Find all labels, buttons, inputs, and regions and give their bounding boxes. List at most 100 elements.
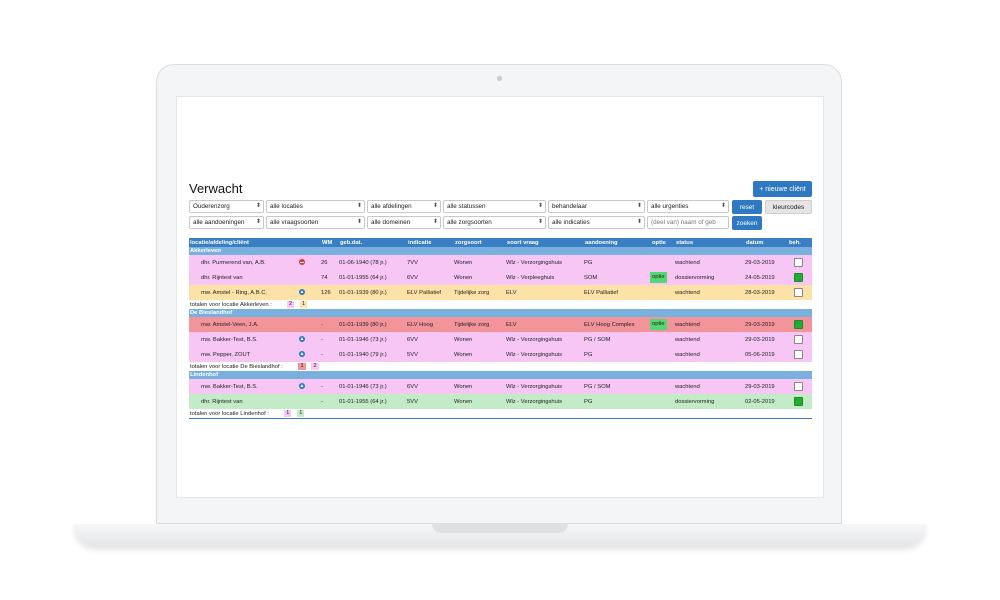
search-placeholder: (deel van) naam of geb <box>651 219 716 226</box>
filter-vraagsoorten[interactable]: alle vraagsoorten ⬍ <box>266 216 365 229</box>
beh-checkbox[interactable] <box>794 335 803 344</box>
beh-checkbox[interactable] <box>794 320 803 329</box>
filter-domeinen[interactable]: alle domeinen ⬍ <box>367 216 441 229</box>
soort-vraag-value: Wlz - Verzorgingshuis <box>506 383 563 390</box>
table-row[interactable]: mw. Bakker-Test, B.S. ▲ - 01-01-1946 (73 jr… <box>189 379 812 394</box>
stop-icon <box>299 259 305 265</box>
filter-behandelaar[interactable]: behandelaar ⬍ <box>548 200 645 213</box>
status-value: dossiervorming <box>675 398 715 405</box>
location-header[interactable]: Akkerleven <box>189 247 812 255</box>
beh-checkbox[interactable] <box>794 397 803 406</box>
table-row[interactable]: mw. Amstel - Ring, A.B.C. ▲ 126 01-01-1939 … <box>189 285 812 300</box>
chevron-updown-icon: ⬍ <box>537 203 543 209</box>
totals-label: totalen voor locatie Lindenhof : <box>190 410 269 417</box>
wm-value: 126 <box>321 289 331 296</box>
status-value: dossiervorming <box>675 274 715 281</box>
filter-statussen[interactable]: alle statussen ⬍ <box>443 200 546 213</box>
wm-value: - <box>321 336 323 343</box>
chevron-updown-icon: ⬍ <box>636 219 642 225</box>
totals-label: totalen voor locatie De Bieslandhof : <box>190 363 283 370</box>
soort-vraag-value: ELV <box>506 289 517 296</box>
soort-vraag-value: Wlz - Verzorgingshuis <box>506 351 563 358</box>
beh-checkbox[interactable] <box>794 273 803 282</box>
total-count-badge: 2 <box>287 301 295 308</box>
filter-domeinen-value: alle domeinen <box>371 219 411 226</box>
date-value: 24-05-2019 <box>745 274 775 281</box>
screen: Verwacht + nieuwe cliënt Ouderenzorg ⬍ al… <box>176 96 824 498</box>
arrow-up-icon: ▲ <box>299 383 305 389</box>
date-value: 29-03-2019 <box>745 259 775 266</box>
laptop-base <box>74 524 926 546</box>
total-count-badge: 2 <box>311 363 319 370</box>
location-name: De Bieslandhof <box>190 310 233 316</box>
chevron-updown-icon: ⬍ <box>255 203 261 209</box>
zorgsoort-value: Tijdelijke zorg <box>454 321 490 328</box>
search-input[interactable]: (deel van) naam of geb <box>647 216 729 229</box>
beh-checkbox[interactable] <box>794 382 803 391</box>
column-header: optie <box>652 239 666 246</box>
new-client-button[interactable]: + nieuwe cliënt <box>753 181 812 197</box>
status-value: wachtend <box>675 259 700 266</box>
client-name: mw. Bakker-Test, B.S. <box>201 383 258 390</box>
laptop-notch <box>432 524 568 533</box>
filter-zorgtype[interactable]: Ouderenzorg ⬍ <box>189 200 264 213</box>
kleurcodes-button[interactable]: kleurcodes <box>765 200 812 214</box>
filter-locaties[interactable]: alle locaties ⬍ <box>266 200 365 213</box>
birth-date: 01-01-1939 (80 jr.) <box>339 289 387 296</box>
status-value: wachtend <box>675 383 700 390</box>
location-header[interactable]: De Bieslandhof <box>189 309 812 317</box>
date-value: 02-05-2019 <box>745 398 775 405</box>
location-header[interactable]: Lindenhof <box>189 371 812 379</box>
client-name: dhr. Rijntest van <box>201 398 243 405</box>
indicatie-value: 5VV <box>407 351 418 358</box>
aandoening-value: PG <box>584 259 593 266</box>
soort-vraag-value: Wlz - Verzorgingshuis <box>506 336 563 343</box>
filter-afdelingen-value: alle afdelingen <box>371 203 412 210</box>
camera-dot <box>497 76 502 81</box>
filter-aandoeningen[interactable]: alle aandoeningen ⬍ <box>189 216 264 229</box>
chevron-updown-icon: ⬍ <box>432 203 438 209</box>
zorgsoort-value: Tijdelijke zorg <box>454 289 490 296</box>
column-header: aandoening <box>585 239 618 246</box>
filter-indicaties[interactable]: alle indicaties ⬍ <box>548 216 645 229</box>
column-header: indicatie <box>408 239 432 246</box>
chevron-updown-icon: ⬍ <box>356 203 362 209</box>
filter-urgenties[interactable]: alle urgenties ⬍ <box>647 200 729 213</box>
birth-date: 01-01-1955 (64 jr.) <box>339 398 387 405</box>
aandoening-value: ELV Hoog Complex <box>584 321 635 328</box>
total-count-badge: 1 <box>284 410 292 417</box>
aandoening-value: SOM <box>584 274 598 281</box>
aandoening-value: PG <box>584 351 593 358</box>
reset-button[interactable]: reset <box>732 200 762 214</box>
zoeken-button[interactable]: zoeken <box>732 216 762 230</box>
arrow-up-icon: ▲ <box>299 289 305 295</box>
beh-checkbox[interactable] <box>794 258 803 267</box>
table-row[interactable]: dhr. Rijntest van - 01-01-1955 (64 jr.) 5VV… <box>189 394 812 409</box>
status-value: wachtend <box>675 351 700 358</box>
birth-date: 01-01-1939 (80 jr.) <box>339 321 387 328</box>
arrow-up-icon: ▲ <box>299 351 305 357</box>
beh-checkbox[interactable] <box>794 350 803 359</box>
indicatie-value: 7VV <box>407 259 418 266</box>
column-header: geb.dat. <box>340 239 363 246</box>
total-count-badge: 1 <box>300 301 308 308</box>
filter-indicaties-value: alle indicaties <box>552 219 590 226</box>
status-value: wachtend <box>675 289 700 296</box>
table-row[interactable]: mw. Pepper, ZOUT ▲ - 01-01-1940 (79 jr.) 5VV… <box>189 347 812 362</box>
table-row[interactable]: mw. Amstel-Veen, J.A. - 01-01-1939 (80 jr.… <box>189 317 812 332</box>
date-value: 05-06-2019 <box>745 351 775 358</box>
table-row[interactable]: dhr. Rijntest van 74 01-01-1955 (64 jr.) 6V… <box>189 270 812 285</box>
birth-date: 01-01-1946 (73 jr.) <box>339 383 387 390</box>
table-row[interactable]: mw. Bakker-Test, B.S. ▲ - 01-01-1946 (73 jr… <box>189 332 812 347</box>
filter-afdelingen[interactable]: alle afdelingen ⬍ <box>367 200 441 213</box>
aandoening-value: ELV Palliatief <box>584 289 619 296</box>
birth-date: 01-01-1946 (73 jr.) <box>339 336 387 343</box>
filter-statussen-value: alle statussen <box>447 203 486 210</box>
soort-vraag-value: Wlz - Verpleeghuis <box>506 274 555 281</box>
table-row[interactable]: dhr. Purmerend van, A.B. 26 01-06-1940 (78… <box>189 255 812 270</box>
zorgsoort-value: Wonen <box>454 274 473 281</box>
zorgsoort-value: Wonen <box>454 336 473 343</box>
beh-checkbox[interactable] <box>794 288 803 297</box>
chevron-updown-icon: ⬍ <box>537 219 543 225</box>
filter-zorgsoorten[interactable]: alle zorgsoorten ⬍ <box>443 216 546 229</box>
